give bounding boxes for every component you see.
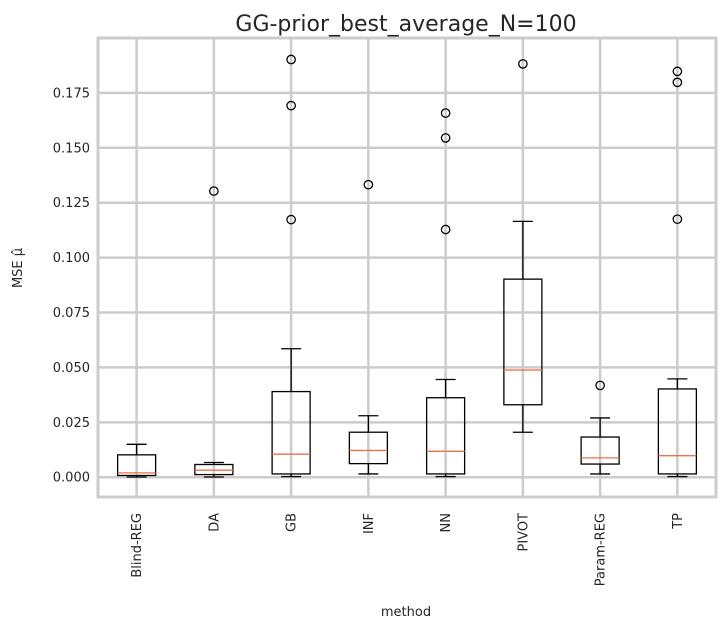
outlier-point <box>440 133 451 143</box>
x-tick-label: Blind-REG <box>130 513 145 578</box>
outlier-point <box>595 380 605 391</box>
outlier-point <box>286 100 296 111</box>
chart-title: GG-prior_best_average_N=100 <box>235 12 576 37</box>
iqr-box <box>348 431 389 465</box>
iqr-box <box>657 388 698 475</box>
outlier-point <box>286 214 296 225</box>
outlier-point <box>518 59 528 69</box>
x-tick-label: DA <box>207 513 222 532</box>
box-param-reg <box>580 380 620 475</box>
outlier-point <box>286 54 296 65</box>
y-tick-label: 0.100 <box>53 251 90 266</box>
iqr-box <box>425 397 466 475</box>
boxes <box>116 54 698 478</box>
iqr-box <box>194 463 234 476</box>
box-nn <box>425 108 466 478</box>
y-tick-label: 0.175 <box>53 86 90 101</box>
y-tick-label: 0.075 <box>53 306 90 321</box>
x-tick-label: PIVOT <box>516 513 531 552</box>
grid-lines <box>98 38 716 497</box>
outlier-point <box>672 214 683 225</box>
x-tick-label: NN <box>439 513 454 532</box>
y-tick-label: 0.025 <box>53 416 90 431</box>
plot-frame <box>96 36 718 499</box>
iqr-box <box>271 390 311 475</box>
iqr-box <box>116 454 157 477</box>
y-tick-label: 0.150 <box>53 141 90 156</box>
y-tick-label: 0.000 <box>53 471 90 486</box>
iqr-box <box>503 278 543 406</box>
x-tick-label: GB <box>285 513 300 532</box>
outlier-point <box>672 66 683 77</box>
y-tick-labels: 0.000 0.025 0.050 0.075 0.100 0.125 0.150 0.175 <box>53 86 90 485</box>
y-tick-label: 0.125 <box>53 196 90 211</box>
x-tick-label: INF <box>362 513 377 534</box>
outlier-point <box>209 186 219 196</box>
outlier-point <box>440 224 451 235</box>
x-tick-label: Param-REG <box>594 513 609 586</box>
box-gb <box>271 54 311 478</box>
box-inf <box>348 179 389 475</box>
x-tick-label: TP <box>671 513 686 530</box>
box-blind-reg <box>116 443 157 478</box>
outlier-point <box>672 77 683 88</box>
x-tick-labels: Blind-REG DA GB INF NN PIVOT Param-REG TP <box>130 513 686 586</box>
outlier-point <box>363 179 374 190</box>
box-da <box>194 186 234 478</box>
box-pivot <box>503 59 543 433</box>
box-tp <box>657 66 698 478</box>
y-tick-label: 0.050 <box>53 361 90 376</box>
x-axis-label: method <box>381 605 431 620</box>
iqr-box <box>580 436 620 465</box>
outlier-point <box>440 108 451 118</box>
y-axis-label: MSE μ̂ <box>11 248 26 288</box>
